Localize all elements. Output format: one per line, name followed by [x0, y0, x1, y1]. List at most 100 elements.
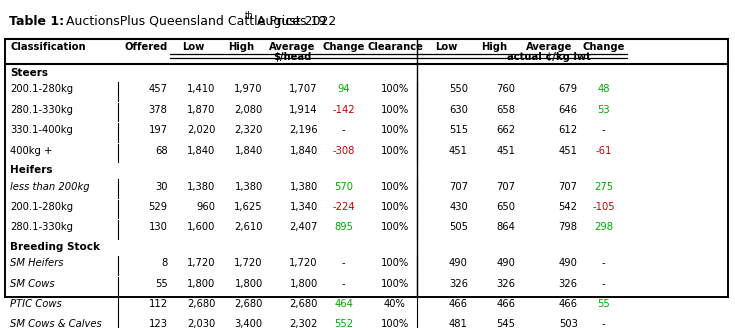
- Text: 505: 505: [449, 222, 467, 232]
- Text: 451: 451: [449, 146, 467, 155]
- Text: 960: 960: [196, 202, 215, 212]
- Text: Low: Low: [435, 42, 457, 52]
- Text: 8: 8: [162, 258, 168, 268]
- Text: 658: 658: [496, 105, 515, 115]
- Text: 100%: 100%: [381, 105, 409, 115]
- Text: -: -: [602, 125, 606, 135]
- Text: 503: 503: [559, 319, 578, 328]
- Text: 112: 112: [148, 299, 168, 309]
- Text: 650: 650: [496, 202, 515, 212]
- Text: 451: 451: [496, 146, 515, 155]
- Text: PTIC Cows: PTIC Cows: [10, 299, 62, 309]
- Text: 197: 197: [148, 125, 168, 135]
- Text: 550: 550: [449, 84, 467, 94]
- Text: 481: 481: [449, 319, 467, 328]
- Text: 1,410: 1,410: [187, 84, 215, 94]
- Text: 2,320: 2,320: [234, 125, 263, 135]
- Text: 529: 529: [148, 202, 168, 212]
- Text: Steers: Steers: [10, 68, 49, 78]
- Text: Low: Low: [182, 42, 205, 52]
- Text: 2,407: 2,407: [290, 222, 318, 232]
- Text: 707: 707: [449, 182, 467, 192]
- Text: -: -: [342, 258, 345, 268]
- Text: Average: Average: [526, 42, 572, 52]
- Text: 130: 130: [148, 222, 168, 232]
- Text: 200.1-280kg: 200.1-280kg: [10, 202, 74, 212]
- Text: 612: 612: [559, 125, 578, 135]
- Text: 378: 378: [148, 105, 168, 115]
- Text: Classification: Classification: [10, 42, 86, 52]
- Text: Table 1:: Table 1:: [9, 15, 64, 28]
- Text: 280.1-330kg: 280.1-330kg: [10, 222, 74, 232]
- Text: August 2022: August 2022: [254, 15, 337, 28]
- Text: 430: 430: [449, 202, 467, 212]
- Text: 1,720: 1,720: [289, 258, 318, 268]
- Text: 100%: 100%: [381, 146, 409, 155]
- Text: 552: 552: [334, 319, 354, 328]
- FancyBboxPatch shape: [5, 39, 728, 297]
- Text: 1,707: 1,707: [289, 84, 318, 94]
- Text: 330.1-400kg: 330.1-400kg: [10, 125, 73, 135]
- Text: -61: -61: [595, 146, 612, 155]
- Text: -142: -142: [332, 105, 355, 115]
- Text: 798: 798: [559, 222, 578, 232]
- Text: less than 200kg: less than 200kg: [10, 182, 90, 192]
- Text: 457: 457: [148, 84, 168, 94]
- Text: th: th: [245, 11, 253, 20]
- Text: 1,625: 1,625: [234, 202, 263, 212]
- Text: 48: 48: [598, 84, 610, 94]
- Text: 280.1-330kg: 280.1-330kg: [10, 105, 74, 115]
- Text: -105: -105: [592, 202, 615, 212]
- Text: -: -: [602, 279, 606, 289]
- Text: 100%: 100%: [381, 319, 409, 328]
- Text: SM Heifers: SM Heifers: [10, 258, 64, 268]
- Text: 760: 760: [496, 84, 515, 94]
- Text: 298: 298: [594, 222, 613, 232]
- Text: 3,400: 3,400: [234, 319, 263, 328]
- Text: -224: -224: [332, 202, 355, 212]
- Text: 630: 630: [449, 105, 467, 115]
- Text: 2,680: 2,680: [234, 299, 263, 309]
- Text: 100%: 100%: [381, 84, 409, 94]
- Text: 1,720: 1,720: [187, 258, 215, 268]
- Text: 100%: 100%: [381, 125, 409, 135]
- Text: Change: Change: [323, 42, 365, 52]
- Text: 1,380: 1,380: [290, 182, 318, 192]
- Text: 55: 55: [155, 279, 168, 289]
- Text: Change: Change: [582, 42, 625, 52]
- Text: 646: 646: [559, 105, 578, 115]
- Text: 490: 490: [559, 258, 578, 268]
- Text: SM Cows: SM Cows: [10, 279, 55, 289]
- Text: Offered: Offered: [124, 42, 168, 52]
- Text: AuctionsPlus Queensland Cattle Prices 19: AuctionsPlus Queensland Cattle Prices 19: [62, 15, 326, 28]
- Text: 662: 662: [496, 125, 515, 135]
- Text: 275: 275: [594, 182, 613, 192]
- Text: 100%: 100%: [381, 279, 409, 289]
- Text: 40%: 40%: [384, 299, 406, 309]
- Text: 679: 679: [559, 84, 578, 94]
- Text: 895: 895: [334, 222, 354, 232]
- Text: actual ¢/kg lwt: actual ¢/kg lwt: [507, 52, 591, 62]
- Text: 123: 123: [148, 319, 168, 328]
- Text: 200.1-280kg: 200.1-280kg: [10, 84, 74, 94]
- Text: 53: 53: [598, 105, 610, 115]
- Text: 2,610: 2,610: [234, 222, 263, 232]
- Text: 2,302: 2,302: [290, 319, 318, 328]
- Text: Average: Average: [269, 42, 315, 52]
- Text: 2,196: 2,196: [289, 125, 318, 135]
- Text: SM Cows & Calves: SM Cows & Calves: [10, 319, 102, 328]
- Text: 326: 326: [449, 279, 467, 289]
- Text: 1,840: 1,840: [234, 146, 263, 155]
- Text: 1,840: 1,840: [290, 146, 318, 155]
- Text: 490: 490: [449, 258, 467, 268]
- Text: 2,080: 2,080: [234, 105, 263, 115]
- Text: 1,600: 1,600: [187, 222, 215, 232]
- Text: 515: 515: [448, 125, 467, 135]
- Text: 1,840: 1,840: [187, 146, 215, 155]
- Text: Breeding Stock: Breeding Stock: [10, 242, 100, 252]
- Text: 100%: 100%: [381, 202, 409, 212]
- Text: 707: 707: [496, 182, 515, 192]
- Text: 2,680: 2,680: [290, 299, 318, 309]
- Text: 1,870: 1,870: [187, 105, 215, 115]
- Text: 1,970: 1,970: [234, 84, 263, 94]
